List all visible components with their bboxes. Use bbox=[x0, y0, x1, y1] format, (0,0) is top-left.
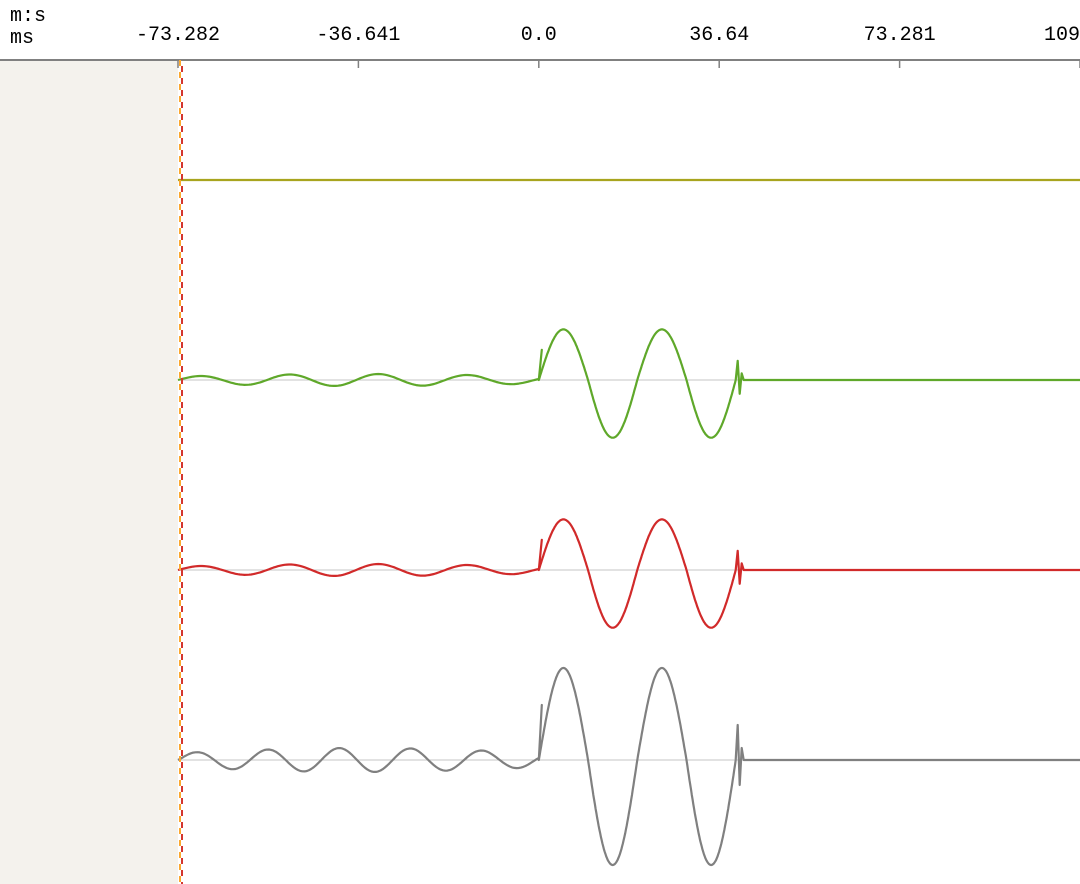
oscilloscope-view: m:s ms -73.282-36.6410.036.6473.281109.9… bbox=[0, 0, 1080, 884]
sidebar-bg bbox=[0, 60, 178, 884]
waveform-plot[interactable] bbox=[0, 0, 1080, 884]
